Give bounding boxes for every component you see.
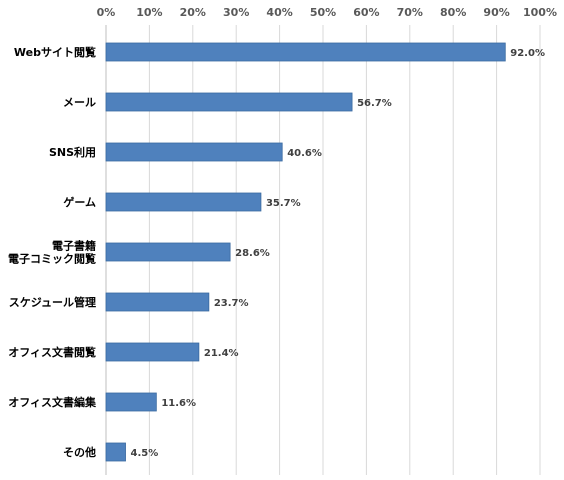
x-tick-label: 60% [353, 6, 379, 19]
data-label: 11.6% [161, 398, 196, 409]
data-labels: 92.0% 56.7% 40.6% 35.7% 28.6% 23.7% 21.4% 11.6%… [131, 48, 545, 459]
bar [105, 342, 200, 362]
bar [105, 142, 283, 162]
bar [105, 292, 210, 312]
x-tick-label: 30% [223, 6, 249, 19]
data-label: 23.7% [214, 298, 249, 309]
x-tick-label: 10% [136, 6, 162, 19]
x-tick-label: 80% [440, 6, 466, 19]
bar [105, 192, 262, 212]
bar [105, 42, 506, 62]
data-label: 35.7% [266, 198, 301, 209]
data-label: 21.4% [204, 348, 239, 359]
data-label: 56.7% [357, 98, 392, 109]
category-label: SNS利用 [49, 145, 96, 159]
data-label: 28.6% [235, 248, 270, 259]
category-label: Webサイト閲覧 [14, 45, 96, 59]
x-tick-label: 100% [523, 6, 557, 19]
x-axis-ticks: 0% 10% 20% 30% 40% 50% 60% 70% 80% 90% 100% [97, 6, 557, 19]
category-label: オフィス文書編集 [8, 395, 97, 409]
category-label: ゲーム [63, 195, 96, 209]
category-label: その他 [63, 445, 96, 459]
bar [105, 92, 353, 112]
x-tick-label: 40% [266, 6, 292, 19]
bar [105, 392, 157, 412]
bar [105, 242, 231, 262]
category-label: スケジュール管理 [9, 295, 96, 309]
category-label: 電子書籍電子コミック閲覧 [8, 239, 96, 266]
bars [105, 42, 506, 462]
data-label: 4.5% [131, 448, 159, 459]
x-tick-label: 20% [180, 6, 206, 19]
x-tick-label: 90% [483, 6, 509, 19]
x-tick-label: 0% [97, 6, 116, 19]
category-label: メール [63, 96, 96, 109]
data-label: 40.6% [287, 148, 322, 159]
x-tick-label: 70% [397, 6, 423, 19]
data-label: 92.0% [510, 48, 545, 59]
x-tick-label: 50% [310, 6, 336, 19]
category-label: オフィス文書閲覧 [8, 345, 96, 359]
bar [105, 442, 126, 462]
